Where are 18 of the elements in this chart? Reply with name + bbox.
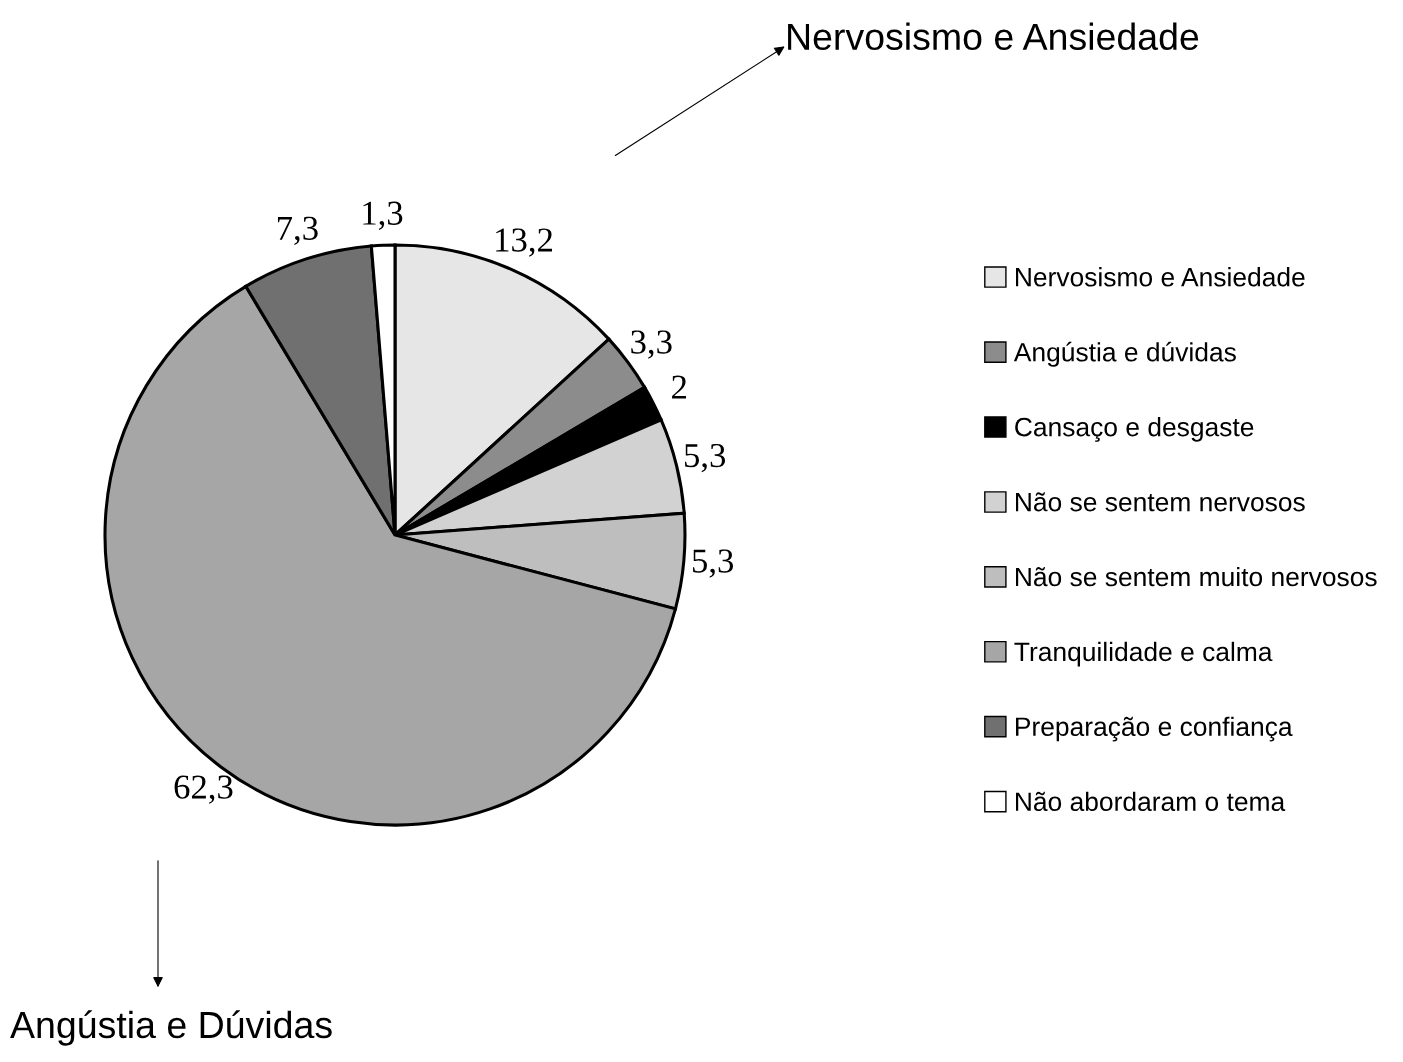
data-label: 1,3	[363, 201, 403, 230]
data-label: 7,3	[277, 216, 318, 245]
legend-label: Preparação e confiança	[1016, 716, 1293, 742]
data-label: 5,3	[692, 549, 734, 578]
legend-label: Não se sentem nervosos	[1016, 492, 1305, 512]
legend-label: Não abordaram o tema	[1016, 791, 1286, 812]
data-label: 5,3	[685, 443, 726, 473]
text: Nervosismo e Ansiedade	[788, 22, 1199, 51]
text: Angústia e Dúvidas	[10, 1010, 332, 1046]
data-label: 62,3	[174, 775, 233, 804]
legend-label: Cansaço e desgaste	[1015, 417, 1254, 442]
legend-label: Tranquilidade e calma	[1014, 641, 1273, 667]
data-label: 2	[672, 375, 686, 399]
legend-label: Não se sentem muito nervosos	[1016, 566, 1377, 587]
data-label: 13,2	[496, 228, 552, 257]
legend-label: Angústia e dúvidas	[1013, 341, 1236, 367]
data-label: 3,3	[631, 330, 672, 359]
legend-label: Nervosismo e Ansiedade	[1016, 267, 1305, 287]
